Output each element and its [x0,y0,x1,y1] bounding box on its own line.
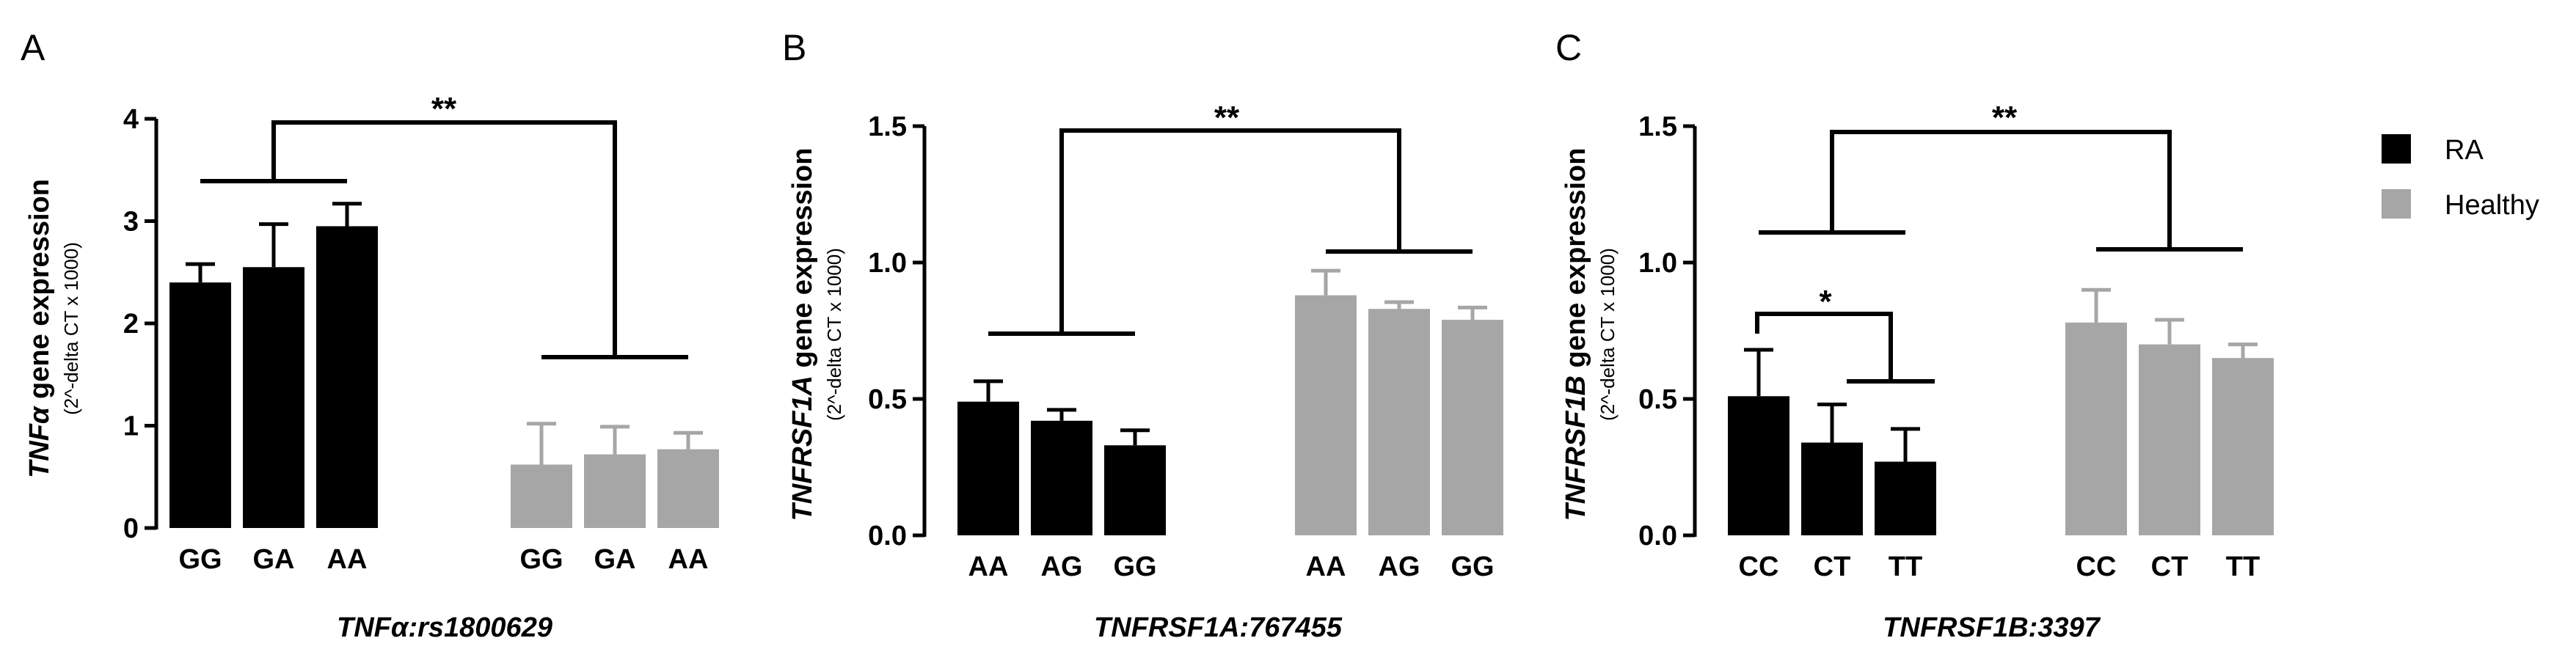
panel-c-category-label-ra-ct: CT [1814,551,1851,582]
panel-c-category-label-ra-cc: CC [1739,551,1779,582]
panel-c-y-tick-label: 0.5 [1638,384,1677,415]
panel-a-category-label-ra-ga: GA [253,544,295,575]
panel-a-bar-healthy-gg [511,464,572,528]
panel-c-category-label-ra-tt: TT [1889,551,1922,582]
panel-a-y-tick-label: 1 [123,411,139,442]
legend: RA Healthy [2382,134,2539,221]
svg-text:TNFα gene expression: TNFα gene expression [24,179,55,478]
panel-a-y-tick-label: 3 [123,207,139,238]
panel-c-bar-ra-ct [1801,442,1863,535]
panel-c-category-label-healthy-tt: TT [2226,551,2260,582]
panel-a-category-label-ra-aa: AA [327,544,368,575]
panel-c-ylabel-sub: (2^-delta CT x 1000) [1597,248,1619,421]
panel-c-bar-ra-cc [1728,396,1789,535]
svg-text:TNFRSF1B gene expression: TNFRSF1B gene expression [1561,148,1591,521]
panel-c-bars [1728,287,2274,535]
panel-b-category-label-ra-gg: GG [1113,551,1156,582]
panel-a-category-label-healthy-ga: GA [594,544,636,575]
panel-label-b: B [782,27,806,68]
panel-a-bar-ra-ga [243,267,304,528]
panel-a-y-tick-label: 0 [123,513,139,544]
panel-a-y-tick-label: 2 [123,309,139,340]
panel-b-category-label-ra-ag: AG [1041,551,1083,582]
panel-b-y-ticks: 0.0 0.5 1.0 1.5 [868,111,924,551]
panel-b-bar-healthy-ag [1368,309,1430,535]
panel-b-bar-ra-gg [1104,445,1166,535]
panel-b: B TNFRSF1A gene expression (2^-delta CT … [782,27,1503,643]
panel-b-y-tick-label: 1.5 [868,111,907,142]
panel-b-ylabel-gene: TNFRSF1A [787,375,818,521]
panel-b-bar-ra-ag [1031,420,1092,535]
panel-c-y-tick-label: 0.0 [1638,521,1677,551]
panel-b-bar-healthy-aa [1295,295,1357,535]
panel-a: A TNFα gene expression (2^-delta CT x 10… [21,27,719,643]
panel-b-bars [957,268,1503,535]
panel-c-y-tick-label: 1.0 [1638,248,1677,279]
panel-b-category-label-healthy-ag: AG [1379,551,1420,582]
panel-b-category-label-healthy-aa: AA [1306,551,1346,582]
panel-c-significance-label: ** [1992,100,2018,136]
panel-a-bar-ra-gg [169,282,231,528]
panel-a-bar-ra-aa [316,226,378,528]
panel-b-y-tick-label: 0.0 [868,521,907,551]
panel-c-inner-significance-label: * [1819,284,1832,320]
panel-c-significance-bracket [1759,130,2243,252]
panel-a-x-axis-label: TNFα:rs1800629 [337,612,552,643]
panel-b-significance-label: ** [1214,100,1240,136]
panel-b-bar-ra-aa [957,401,1019,535]
panel-b-ylabel-rest: gene expression [787,148,818,375]
panel-b-category-label-ra-aa: AA [968,551,1009,582]
panel-b-y-tick-label: 0.5 [868,384,907,415]
panel-b-ylabel-sub: (2^-delta CT x 1000) [823,248,845,421]
panel-b-y-axis-label: TNFRSF1A gene expression (2^-delta CT x … [787,148,845,521]
panel-a-category-label-ra-gg: GG [178,544,222,575]
panel-label-a: A [21,27,45,68]
panel-c-category-label-healthy-cc: CC [2076,551,2117,582]
panel-b-x-axis-label: TNFRSF1A:767455 [1094,612,1343,643]
panel-c-bar-healthy-ct [2139,344,2200,535]
panel-a-bar-healthy-ga [584,454,646,528]
panel-c-inner-bracket [1755,312,1935,384]
legend-label-healthy: Healthy [2445,190,2539,221]
panel-a-ylabel-rest: gene expression [24,179,55,406]
panel-a-y-ticks: 0 1 2 3 4 [123,104,156,544]
panel-a-bar-healthy-aa [657,449,719,528]
panel-c-categories: CC CT TT CC CT TT [1739,551,2261,582]
panel-b-categories: AA AG GG AA AG GG [968,551,1495,582]
panel-c-y-ticks: 0.0 0.5 1.0 1.5 [1638,111,1695,551]
panel-a-y-axis-label: TNFα gene expression (2^-delta CT x 1000… [24,179,82,478]
panel-a-bars [169,202,719,528]
panel-c-bar-ra-tt [1875,461,1936,535]
panel-c-y-tick-label: 1.5 [1638,111,1677,142]
panel-a-category-label-healthy-aa: AA [668,544,709,575]
panel-c-bar-healthy-tt [2212,358,2274,535]
panel-c-bar-healthy-cc [2065,322,2127,535]
panel-a-significance-bracket [200,120,688,359]
panel-b-significance-bracket [988,128,1473,336]
panel-c: C TNFRSF1B gene expression (2^-delta CT … [1555,27,2274,643]
panel-c-category-label-healthy-ct: CT [2151,551,2189,582]
panel-a-categories: GG GA AA GG GA AA [178,544,708,575]
panel-a-category-label-healthy-gg: GG [519,544,563,575]
panel-c-y-axis-label: TNFRSF1B gene expression (2^-delta CT x … [1561,148,1619,521]
panel-c-x-axis-label: TNFRSF1B:3397 [1883,612,2101,643]
panel-label-c: C [1555,27,1582,68]
panel-a-ylabel-sub: (2^-delta CT x 1000) [60,242,82,415]
panel-b-bar-healthy-gg [1442,320,1503,535]
legend-swatch-healthy [2382,189,2411,219]
legend-label-ra: RA [2445,135,2484,166]
panel-a-significance-label: ** [431,91,457,127]
svg-text:TNFRSF1A gene expression: TNFRSF1A gene expression [787,148,818,521]
panel-a-ylabel-gene: TNFα [24,406,55,478]
panel-c-ylabel-gene: TNFRSF1B [1561,375,1591,521]
legend-swatch-ra [2382,134,2411,164]
panel-c-ylabel-rest: gene expression [1561,148,1591,375]
panel-b-y-tick-label: 1.0 [868,248,907,279]
panel-b-category-label-healthy-gg: GG [1451,551,1494,582]
panel-a-y-tick-label: 4 [123,104,139,135]
